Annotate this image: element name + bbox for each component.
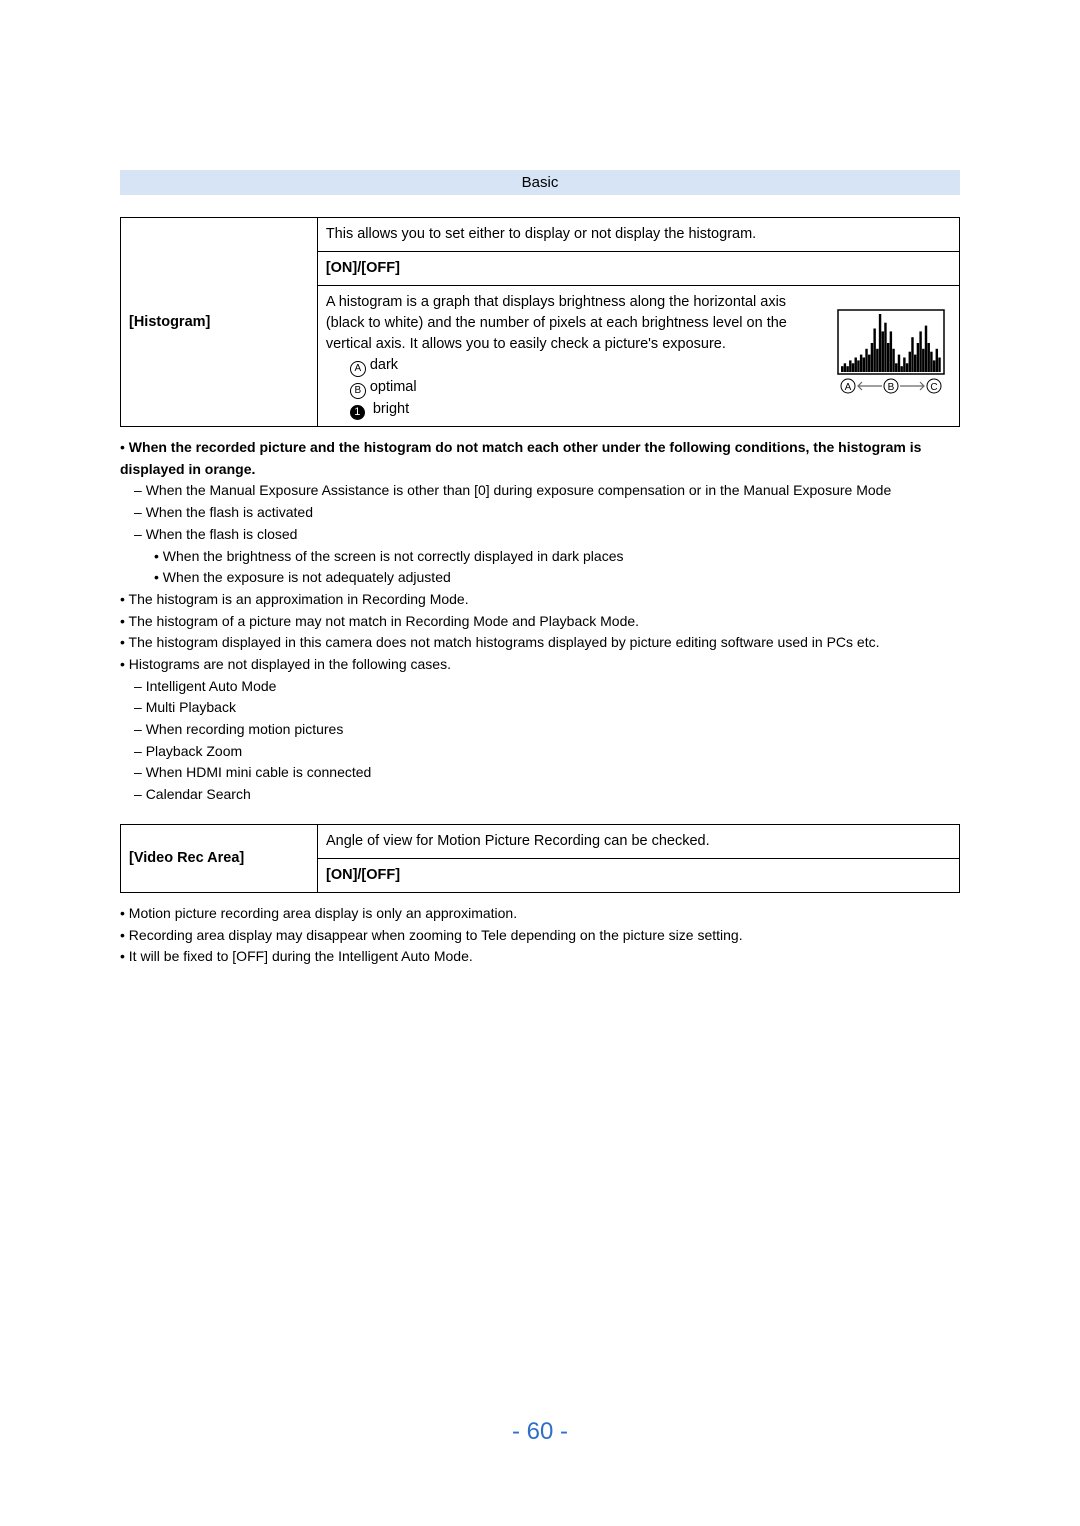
video-rec-notes: Motion picture recording area display is…	[120, 903, 960, 968]
histogram-desc: A histogram is a graph that displays bri…	[326, 294, 787, 352]
histogram-desc-cell: A histogram is a graph that displays bri…	[317, 286, 823, 427]
note-v3: It will be fixed to [OFF] during the Int…	[120, 946, 960, 968]
note-e1: Intelligent Auto Mode	[120, 676, 960, 698]
note-v1: Motion picture recording area display is…	[120, 903, 960, 925]
note-d2: When the flash is activated	[120, 502, 960, 524]
note-b2: The histogram of a picture may not match…	[120, 611, 960, 633]
note-s1: When the brightness of the screen is not…	[120, 546, 960, 568]
histogram-notes: When the recorded picture and the histog…	[120, 437, 960, 806]
section-header: Basic	[120, 170, 960, 195]
note-b4: Histograms are not displayed in the foll…	[120, 654, 960, 676]
note-b1: The histogram is an approximation in Rec…	[120, 589, 960, 611]
histogram-chart-cell: A B C	[823, 286, 959, 427]
hist-b: optimal	[370, 379, 417, 395]
note-s2: When the exposure is not adequately adju…	[120, 567, 960, 589]
hist-c: bright	[373, 401, 409, 417]
note-d3: When the flash is closed	[120, 524, 960, 546]
note-d1: When the Manual Exposure Assistance is o…	[120, 480, 960, 502]
note-e4: Playback Zoom	[120, 741, 960, 763]
histogram-table: [Histogram] This allows you to set eithe…	[120, 217, 960, 427]
note-e6: Calendar Search	[120, 784, 960, 806]
video-rec-table: [Video Rec Area] Angle of view for Motio…	[120, 824, 960, 893]
svg-text:C: C	[930, 382, 937, 393]
hist-a: dark	[370, 357, 398, 373]
page-number: - 60 -	[0, 1418, 1080, 1446]
histogram-label: [Histogram]	[121, 218, 318, 427]
label-a-marker: A	[350, 361, 366, 377]
note-lead: When the recorded picture and the histog…	[120, 437, 960, 480]
note-e5: When HDMI mini cable is connected	[120, 762, 960, 784]
note-b3: The histogram displayed in this camera d…	[120, 632, 960, 654]
video-rec-desc: Angle of view for Motion Picture Recordi…	[318, 824, 960, 858]
svg-text:A: A	[845, 382, 852, 393]
note-e2: Multi Playback	[120, 697, 960, 719]
section-title: Basic	[522, 174, 559, 191]
video-rec-label: [Video Rec Area]	[121, 824, 318, 892]
note-e3: When recording motion pictures	[120, 719, 960, 741]
note-v2: Recording area display may disappear whe…	[120, 925, 960, 947]
histogram-options: [ON]/[OFF]	[317, 252, 959, 286]
label-b-marker: B	[350, 383, 366, 399]
svg-text:B: B	[888, 382, 895, 393]
histogram-intro: This allows you to set either to display…	[317, 218, 959, 252]
video-rec-options: [ON]/[OFF]	[318, 858, 960, 892]
histogram-icon: A B C	[836, 308, 946, 398]
